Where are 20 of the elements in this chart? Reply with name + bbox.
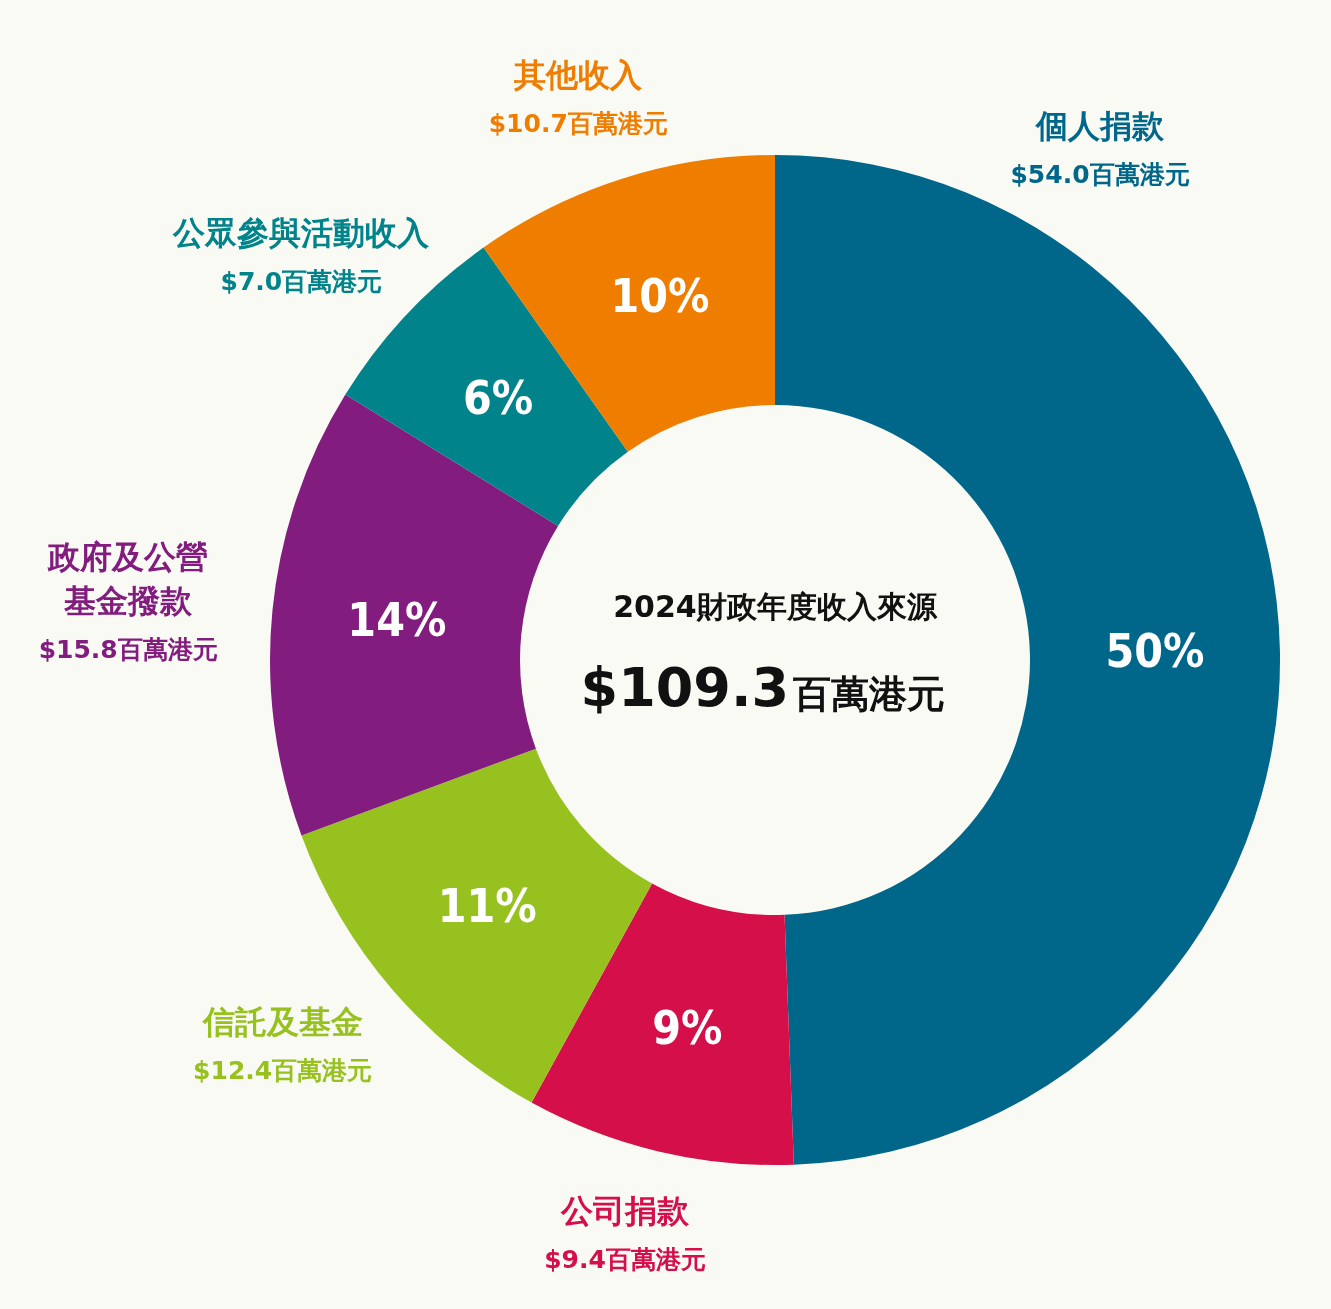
data-label: $10.7百萬港元 bbox=[488, 108, 668, 138]
text: 10% bbox=[610, 268, 710, 323]
slice-label: 個人捐款 bbox=[1035, 107, 1165, 146]
slice-label: 其他收入 bbox=[513, 55, 644, 94]
data-label: $54.0百萬港元 bbox=[1010, 160, 1190, 190]
text: 11% bbox=[437, 879, 537, 934]
text: 9% bbox=[652, 1000, 723, 1055]
slice-label: 公眾參與活動收入 bbox=[172, 213, 431, 252]
slice-label: 信託及基金 bbox=[200, 1003, 363, 1042]
slice-label: 政府及公營基金撥款 bbox=[47, 537, 209, 620]
slice-label: 公司捐款 bbox=[560, 1192, 691, 1231]
data-label: $9.4百萬港元 bbox=[544, 1245, 706, 1275]
data-label: $15.8百萬港元 bbox=[38, 634, 218, 664]
text: 6% bbox=[462, 370, 534, 425]
text: $109.3百萬港元 bbox=[580, 656, 945, 719]
text: 2024財政年度收入來源 bbox=[613, 589, 938, 624]
data-label: $7.0百萬港元 bbox=[220, 266, 383, 296]
data-label: $12.4百萬港元 bbox=[193, 1056, 373, 1086]
text: 50% bbox=[1105, 623, 1205, 678]
text: 14% bbox=[347, 593, 447, 648]
